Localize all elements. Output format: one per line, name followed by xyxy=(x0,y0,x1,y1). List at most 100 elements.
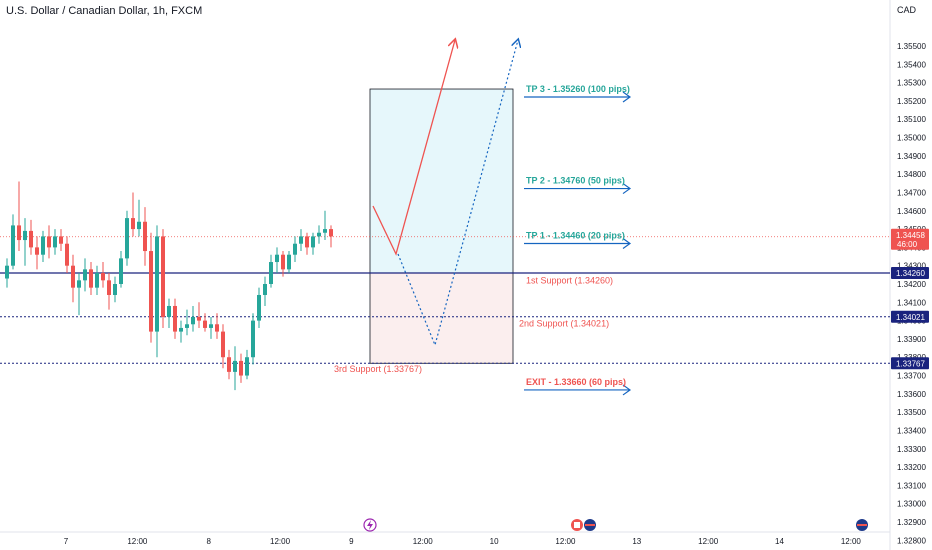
price-tick-label: 1.34200 xyxy=(897,280,926,289)
us-flag-stripe xyxy=(857,524,867,526)
candle-body xyxy=(29,230,33,248)
candle-body xyxy=(293,243,297,255)
price-tick-label: 1.33900 xyxy=(897,335,926,344)
level-price-value: 1.33767 xyxy=(896,359,925,368)
lightning-icon xyxy=(367,520,373,530)
canada-flag-center xyxy=(574,522,580,528)
price-tick-label: 1.35100 xyxy=(897,115,926,124)
price-tick-label: 1.34100 xyxy=(897,298,926,307)
time-axis[interactable]: 7 12:00 8 12:00 9 12:00 10 12:00 13 12:00 14 12:00 xyxy=(64,537,862,546)
candle-body xyxy=(41,236,45,255)
time-tick-label: 9 xyxy=(349,537,354,546)
annotation-label: EXIT - 1.33660 (60 pips) xyxy=(526,377,626,387)
annotation-label: 3rd Support (1.33767) xyxy=(334,364,422,374)
candle-body xyxy=(89,269,93,288)
candle-body xyxy=(257,294,261,321)
candle-body xyxy=(35,247,39,255)
annotation-label: TP 1 - 1.34460 (20 pips) xyxy=(526,230,625,240)
candle-body xyxy=(161,236,165,317)
time-tick-label: 12:00 xyxy=(413,537,434,546)
us-flag-stripe xyxy=(585,524,595,526)
candle-body xyxy=(47,236,51,248)
candle-body xyxy=(83,269,87,281)
price-tick-label: 1.35200 xyxy=(897,97,926,106)
bullish-projection-arrow xyxy=(372,40,455,256)
level-price-badge xyxy=(891,357,929,370)
target-arrow-head xyxy=(622,183,632,195)
candle-body xyxy=(221,331,225,358)
time-tick-label: 12:00 xyxy=(698,537,719,546)
candle-body xyxy=(77,280,81,288)
price-tick-label: 1.34300 xyxy=(897,262,926,271)
price-tick-label: 1.34700 xyxy=(897,188,926,197)
annotation-label: 2nd Support (1.34021) xyxy=(519,318,609,328)
candle-body xyxy=(287,254,291,270)
candle-body xyxy=(107,280,111,295)
candle-body xyxy=(125,218,129,259)
target-arrow-head xyxy=(622,91,632,103)
time-tick-label: 12:00 xyxy=(127,537,148,546)
time-tick-label: 7 xyxy=(64,537,69,546)
price-tick-label: 1.33000 xyxy=(897,500,926,509)
grid-lines xyxy=(0,0,891,550)
price-tick-label: 1.33200 xyxy=(897,463,926,472)
candle-body xyxy=(227,357,231,372)
price-tick-label: 1.32800 xyxy=(897,536,926,545)
price-tick-label: 1.33500 xyxy=(897,408,926,417)
time-tick-label: 14 xyxy=(775,537,784,546)
candle-body xyxy=(59,236,63,244)
candle-body xyxy=(311,236,315,248)
annotation-label: 1st Support (1.34260) xyxy=(526,275,613,285)
chart-title: U.S. Dollar / Canadian Dollar, 1h, FXCM xyxy=(6,5,203,17)
candle-body xyxy=(233,360,237,372)
candle-body xyxy=(113,284,117,295)
candle-body xyxy=(167,305,171,317)
annotation-label: TP 2 - 1.34760 (50 pips) xyxy=(526,176,625,186)
candle-body xyxy=(17,225,21,241)
level-price-value: 1.34260 xyxy=(896,269,925,278)
projection-arrows xyxy=(372,40,632,396)
candle-body xyxy=(65,243,69,266)
candle-body xyxy=(137,221,141,230)
candle-body xyxy=(275,254,279,263)
candle-body xyxy=(263,284,267,295)
price-tick-label: 1.33600 xyxy=(897,390,926,399)
candle-body xyxy=(143,221,147,252)
price-tick-label: 1.33100 xyxy=(897,481,926,490)
target-arrow-head xyxy=(622,384,632,396)
candle-body xyxy=(53,236,57,248)
price-tick-label: 1.34600 xyxy=(897,207,926,216)
price-tick-label: 1.34900 xyxy=(897,152,926,161)
candle-body xyxy=(251,320,255,358)
alternative-projection-arrow xyxy=(397,40,518,347)
take-profit-zone xyxy=(369,88,514,274)
time-tick-label: 8 xyxy=(206,537,211,546)
candle-body xyxy=(197,316,201,321)
candlestick-series xyxy=(5,181,333,391)
position-zones xyxy=(369,88,514,364)
time-tick-label: 12:00 xyxy=(270,537,291,546)
price-axis[interactable]: 1.35500 1.35400 1.35300 1.35200 1.35100 1.350… xyxy=(897,42,926,545)
candle-body xyxy=(323,229,327,233)
candle-body xyxy=(23,230,27,241)
candle-body xyxy=(5,265,9,279)
time-tick-label: 10 xyxy=(490,537,499,546)
price-tick-label: 1.35400 xyxy=(897,60,926,69)
annotation-label: TP 3 - 1.35260 (100 pips) xyxy=(526,84,630,94)
price-tick-label: 1.33300 xyxy=(897,445,926,454)
candle-body xyxy=(11,225,15,266)
price-tick-label: 1.35000 xyxy=(897,134,926,143)
stop-loss-zone xyxy=(369,272,514,364)
time-tick-label: 12:00 xyxy=(555,537,576,546)
candle-body xyxy=(215,324,219,332)
candle-body xyxy=(131,218,135,230)
candle-body xyxy=(269,262,273,284)
level-price-badge xyxy=(891,310,929,323)
event-icons[interactable] xyxy=(363,518,868,532)
level-price-value: 1.34021 xyxy=(896,313,925,322)
candle-body xyxy=(305,236,309,248)
current-price-badge xyxy=(891,228,929,250)
current-price-value: 1.34458 xyxy=(896,231,925,240)
candle-body xyxy=(239,360,243,376)
